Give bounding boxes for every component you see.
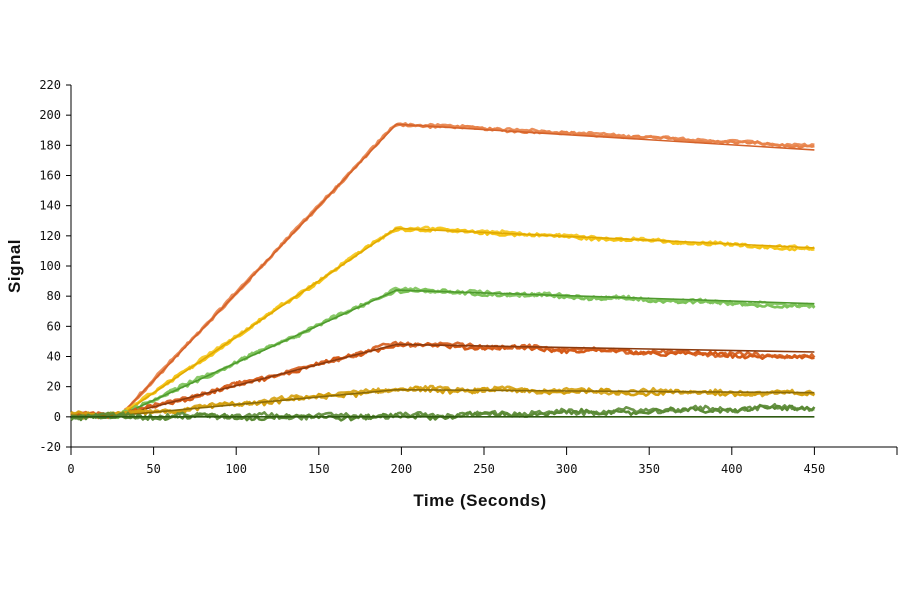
y-tick-label: 220 (39, 78, 61, 92)
y-tick-label: 100 (39, 259, 61, 273)
x-tick-label: 450 (804, 462, 826, 476)
y-tick-label: 60 (47, 319, 61, 333)
series-layer (70, 122, 816, 422)
y-tick-label: -20 (39, 440, 61, 454)
x-tick-label: 50 (146, 462, 160, 476)
y-tick-label: 40 (47, 350, 61, 364)
y-tick-label: 180 (39, 138, 61, 152)
y-tick-label: 120 (39, 229, 61, 243)
y-tick-label: 80 (47, 289, 61, 303)
y-tick-label: 0 (54, 410, 61, 424)
y-tick-label: 200 (39, 108, 61, 122)
x-tick-label: 250 (473, 462, 495, 476)
x-tick-label: 300 (556, 462, 578, 476)
x-tick-label: 150 (308, 462, 330, 476)
x-tick-label: 200 (391, 462, 413, 476)
measured-curve-b (71, 403, 815, 421)
y-axis-title: Signal (5, 239, 24, 293)
y-tick-label: 20 (47, 380, 61, 394)
y-tick-label: 160 (39, 169, 61, 183)
y-tick-label: 140 (39, 199, 61, 213)
x-tick-label: 350 (638, 462, 660, 476)
x-tick-label: 0 (67, 462, 74, 476)
x-tick-label: 400 (721, 462, 743, 476)
x-tick-label: 100 (225, 462, 247, 476)
x-axis-title: Time (Seconds) (413, 491, 546, 510)
measured-curve-b (70, 340, 816, 417)
axes: -20 0 20 40 60 80 100 120 140 160 180 200 220 0 50 100 1… (39, 78, 898, 476)
